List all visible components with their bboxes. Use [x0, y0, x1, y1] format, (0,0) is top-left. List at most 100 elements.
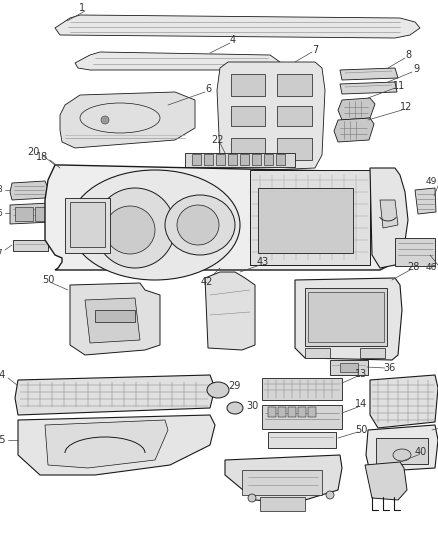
Polygon shape: [231, 106, 265, 126]
FancyBboxPatch shape: [262, 378, 342, 400]
Polygon shape: [295, 278, 402, 360]
Text: 48: 48: [0, 185, 3, 195]
FancyBboxPatch shape: [395, 238, 435, 266]
FancyBboxPatch shape: [305, 288, 387, 346]
Polygon shape: [60, 92, 195, 148]
Polygon shape: [225, 455, 342, 503]
Polygon shape: [205, 272, 255, 350]
Text: 12: 12: [400, 102, 412, 112]
Text: 49: 49: [426, 177, 437, 187]
Polygon shape: [365, 462, 407, 500]
Text: 4: 4: [230, 35, 236, 45]
Ellipse shape: [165, 195, 235, 255]
Polygon shape: [277, 138, 312, 160]
Ellipse shape: [207, 382, 229, 398]
Polygon shape: [75, 52, 280, 70]
FancyBboxPatch shape: [258, 188, 353, 253]
Polygon shape: [18, 415, 215, 475]
FancyBboxPatch shape: [242, 470, 322, 495]
Polygon shape: [55, 15, 420, 38]
Ellipse shape: [393, 449, 411, 461]
Text: 9: 9: [413, 64, 419, 74]
Polygon shape: [231, 74, 265, 96]
FancyBboxPatch shape: [228, 154, 237, 165]
Ellipse shape: [248, 494, 256, 502]
Polygon shape: [70, 283, 160, 355]
Text: 25: 25: [0, 435, 6, 445]
FancyBboxPatch shape: [330, 360, 368, 375]
FancyBboxPatch shape: [252, 154, 261, 165]
FancyBboxPatch shape: [13, 240, 48, 251]
Text: 22: 22: [212, 135, 224, 145]
FancyBboxPatch shape: [340, 363, 358, 372]
FancyBboxPatch shape: [260, 497, 305, 511]
Text: 40: 40: [415, 447, 427, 457]
Polygon shape: [10, 181, 48, 200]
Text: 50: 50: [42, 275, 54, 285]
FancyBboxPatch shape: [376, 438, 428, 464]
Text: 16: 16: [0, 208, 3, 217]
Ellipse shape: [101, 116, 109, 124]
Polygon shape: [370, 375, 438, 428]
Polygon shape: [370, 168, 408, 268]
Text: 20: 20: [28, 147, 40, 157]
FancyBboxPatch shape: [250, 170, 370, 265]
Polygon shape: [366, 425, 438, 472]
Text: 36: 36: [383, 363, 395, 373]
FancyBboxPatch shape: [308, 407, 316, 417]
Ellipse shape: [105, 206, 155, 254]
Text: 8: 8: [405, 50, 411, 60]
FancyBboxPatch shape: [240, 154, 249, 165]
Polygon shape: [277, 106, 312, 126]
FancyBboxPatch shape: [268, 432, 336, 448]
Ellipse shape: [177, 205, 219, 245]
Text: 1: 1: [79, 3, 85, 13]
Text: 17: 17: [0, 248, 3, 257]
FancyBboxPatch shape: [308, 292, 384, 342]
Text: 24: 24: [0, 370, 6, 380]
Polygon shape: [45, 420, 168, 468]
Polygon shape: [277, 74, 312, 96]
FancyBboxPatch shape: [70, 202, 105, 247]
FancyBboxPatch shape: [278, 407, 286, 417]
FancyBboxPatch shape: [95, 310, 135, 322]
FancyBboxPatch shape: [298, 407, 306, 417]
Polygon shape: [85, 298, 140, 343]
Ellipse shape: [326, 491, 334, 499]
Text: 30: 30: [246, 401, 258, 411]
Text: 46: 46: [426, 263, 437, 272]
Text: 50: 50: [355, 425, 367, 435]
Text: 13: 13: [355, 369, 367, 379]
Polygon shape: [45, 165, 402, 270]
FancyBboxPatch shape: [192, 154, 201, 165]
FancyBboxPatch shape: [276, 154, 285, 165]
Ellipse shape: [80, 103, 160, 133]
FancyBboxPatch shape: [204, 154, 213, 165]
Polygon shape: [231, 138, 265, 160]
Ellipse shape: [95, 188, 175, 268]
Text: 43: 43: [257, 257, 269, 267]
Text: 11: 11: [393, 81, 405, 91]
Polygon shape: [217, 62, 325, 172]
Polygon shape: [340, 82, 397, 94]
Ellipse shape: [227, 402, 243, 414]
Polygon shape: [10, 203, 52, 224]
Text: 6: 6: [205, 84, 211, 94]
Polygon shape: [338, 98, 375, 120]
Text: 28: 28: [407, 262, 419, 272]
FancyBboxPatch shape: [216, 154, 225, 165]
FancyBboxPatch shape: [268, 407, 276, 417]
Polygon shape: [380, 200, 398, 228]
Text: 42: 42: [201, 277, 213, 287]
Text: 18: 18: [36, 152, 48, 162]
Polygon shape: [340, 68, 398, 80]
FancyBboxPatch shape: [305, 348, 330, 358]
Text: 29: 29: [228, 381, 240, 391]
FancyBboxPatch shape: [65, 198, 110, 253]
Polygon shape: [334, 118, 374, 142]
FancyBboxPatch shape: [262, 405, 342, 429]
FancyBboxPatch shape: [360, 348, 385, 358]
FancyBboxPatch shape: [15, 207, 33, 221]
FancyBboxPatch shape: [185, 153, 295, 167]
FancyBboxPatch shape: [288, 407, 296, 417]
